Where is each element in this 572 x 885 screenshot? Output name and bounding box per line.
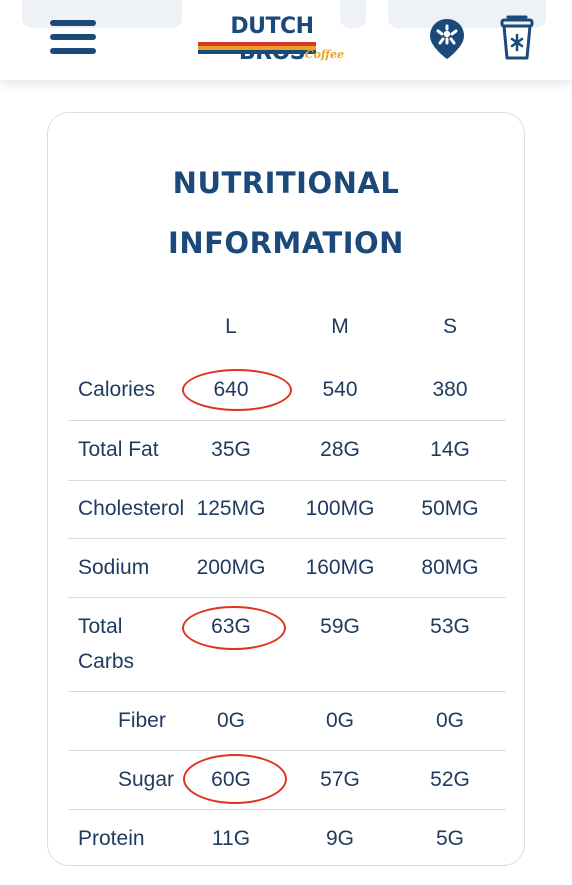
size-header-l: L	[225, 315, 237, 338]
row-divider	[68, 538, 506, 539]
row-label-total-fat: Total Fat	[78, 438, 159, 461]
row-divider	[68, 480, 506, 481]
cell-protein-s: 5G	[435, 827, 464, 850]
cell-sodium-m: 160MG	[305, 556, 375, 579]
row-divider	[68, 691, 506, 692]
cell-fiber-l: 0G	[216, 709, 245, 732]
cell-total-fat-l: 35G	[211, 438, 251, 461]
row-label-protein: Protein	[78, 827, 145, 850]
size-header-s: S	[442, 315, 457, 338]
logo-stripe-yellow	[198, 46, 316, 50]
row-divider	[68, 750, 506, 751]
dutch-bros-logo[interactable]: DUTCH BROS Coffee	[196, 14, 348, 65]
cell-fiber-s: 0G	[435, 709, 464, 732]
cell-total-carbs-m: 59G	[320, 615, 360, 638]
hamburger-menu-icon[interactable]	[50, 20, 96, 54]
background-tab	[388, 0, 546, 28]
cell-cholesterol-m: 100MG	[305, 497, 375, 520]
logo-subtext: Coffee	[304, 48, 344, 61]
row-label-sugar: Sugar	[118, 768, 175, 791]
cup-cart-icon[interactable]	[498, 15, 536, 61]
cell-total-fat-m: 28G	[320, 438, 360, 461]
background-tab	[22, 0, 182, 28]
highlight-circle-sugar	[183, 754, 287, 804]
cell-protein-l: 11G	[211, 827, 251, 850]
cell-protein-m: 9G	[325, 827, 354, 850]
cell-sodium-s: 80MG	[421, 556, 479, 579]
top-nav-bar: DUTCH BROS Coffee	[0, 0, 572, 80]
cell-sugar-s: 52G	[430, 768, 470, 791]
size-header-m: M	[331, 315, 349, 338]
cell-sodium-l: 200MG	[196, 556, 266, 579]
cell-calories-s: 380	[432, 378, 468, 401]
cell-cholesterol-l: 125MG	[196, 497, 266, 520]
cell-cholesterol-s: 50MG	[421, 497, 479, 520]
cell-calories-m: 540	[322, 378, 358, 401]
nutrition-title: NUTRITIONAL INFORMATION	[48, 153, 524, 273]
cell-fiber-m: 0G	[325, 709, 354, 732]
row-divider	[68, 809, 506, 810]
cell-sugar-m: 57G	[320, 768, 360, 791]
row-label-fiber: Fiber	[118, 709, 166, 732]
row-divider	[68, 597, 506, 598]
location-pin-icon[interactable]	[428, 17, 466, 61]
cell-total-fat-s: 14G	[430, 438, 470, 461]
row-label-sodium: Sodium	[78, 556, 150, 579]
highlight-circle-total-carbs	[182, 606, 286, 650]
logo-stripe-blue	[198, 50, 316, 54]
row-label-total-carbs: Total Carbs	[78, 615, 135, 673]
title-line-1: NUTRITIONAL	[172, 166, 400, 200]
background-tab	[340, 0, 366, 28]
nutrition-card: NUTRITIONAL INFORMATION L M S Calories 6…	[47, 112, 525, 866]
row-label-cholesterol: Cholesterol	[78, 497, 185, 520]
highlight-circle-calories	[182, 369, 292, 411]
logo-stripe-red	[198, 42, 316, 46]
title-line-2: INFORMATION	[168, 226, 404, 260]
cell-total-carbs-s: 53G	[430, 615, 470, 638]
row-label-calories: Calories	[78, 378, 156, 401]
row-divider	[68, 420, 506, 421]
